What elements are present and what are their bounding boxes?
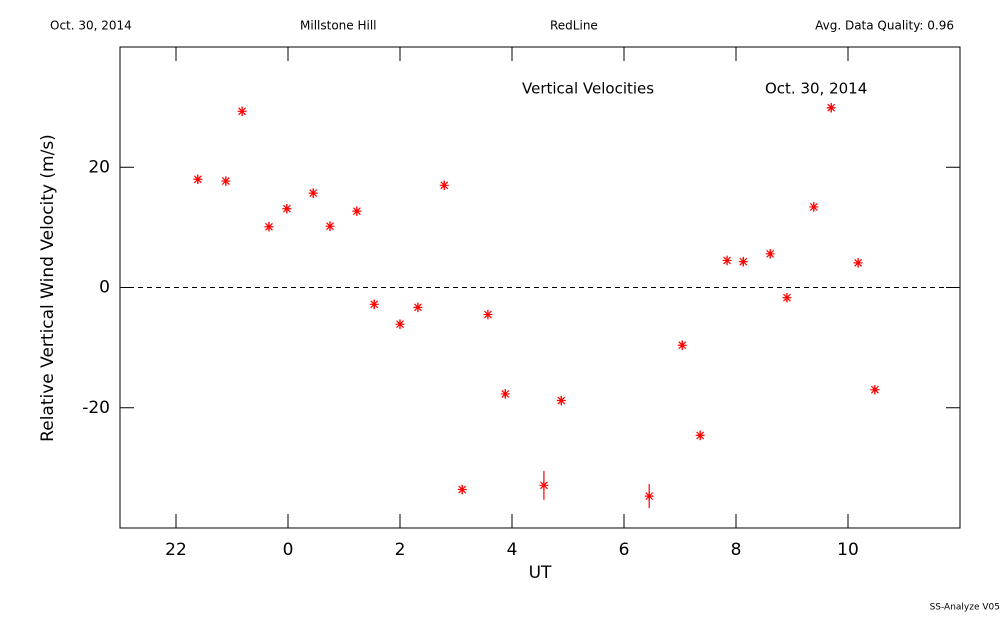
point xyxy=(308,188,318,198)
point xyxy=(439,180,449,190)
x-tick-label: 8 xyxy=(731,540,742,560)
point xyxy=(765,249,775,259)
point xyxy=(539,480,549,490)
x-tick-label: 0 xyxy=(283,540,294,560)
point xyxy=(853,258,863,268)
point xyxy=(352,206,362,216)
y-tick-label: 0 xyxy=(99,278,110,298)
point xyxy=(413,302,423,312)
point xyxy=(457,485,467,495)
point xyxy=(556,396,566,406)
point xyxy=(500,389,510,399)
x-tick-label: 2 xyxy=(395,540,406,560)
point xyxy=(826,103,836,113)
point xyxy=(193,174,203,184)
x-tick-label: 10 xyxy=(837,540,859,560)
point xyxy=(722,255,732,265)
y-axis-label: Relative Vertical Wind Velocity (m/s) xyxy=(38,134,58,442)
point xyxy=(395,319,405,329)
y-tick-label: 20 xyxy=(88,157,110,177)
x-tick-label: 6 xyxy=(619,540,630,560)
point xyxy=(325,221,335,231)
chart-subtitle: Oct. 30, 2014 xyxy=(765,80,867,98)
point xyxy=(782,293,792,303)
footer: SS-Analyze V05 xyxy=(930,603,1000,613)
point xyxy=(870,385,880,395)
point xyxy=(237,106,247,116)
point xyxy=(695,430,705,440)
point xyxy=(644,491,654,501)
header-date: Oct. 30, 2014 xyxy=(50,19,132,33)
header-instrument: RedLine xyxy=(550,19,598,33)
x-axis-label: UT xyxy=(529,563,552,583)
header-quality: Avg. Data Quality: 0.96 xyxy=(815,19,954,33)
point xyxy=(483,310,493,320)
x-tick-label: 22 xyxy=(165,540,187,560)
point xyxy=(264,222,274,232)
y-tick-label: -20 xyxy=(82,398,110,418)
point xyxy=(369,299,379,309)
point xyxy=(221,176,231,186)
chart-title: Vertical Velocities xyxy=(522,80,654,98)
x-tick-label: 4 xyxy=(507,540,518,560)
point xyxy=(738,257,748,267)
point xyxy=(677,340,687,350)
header-site: Millstone Hill xyxy=(300,19,376,33)
point xyxy=(809,202,819,212)
point xyxy=(282,204,292,214)
